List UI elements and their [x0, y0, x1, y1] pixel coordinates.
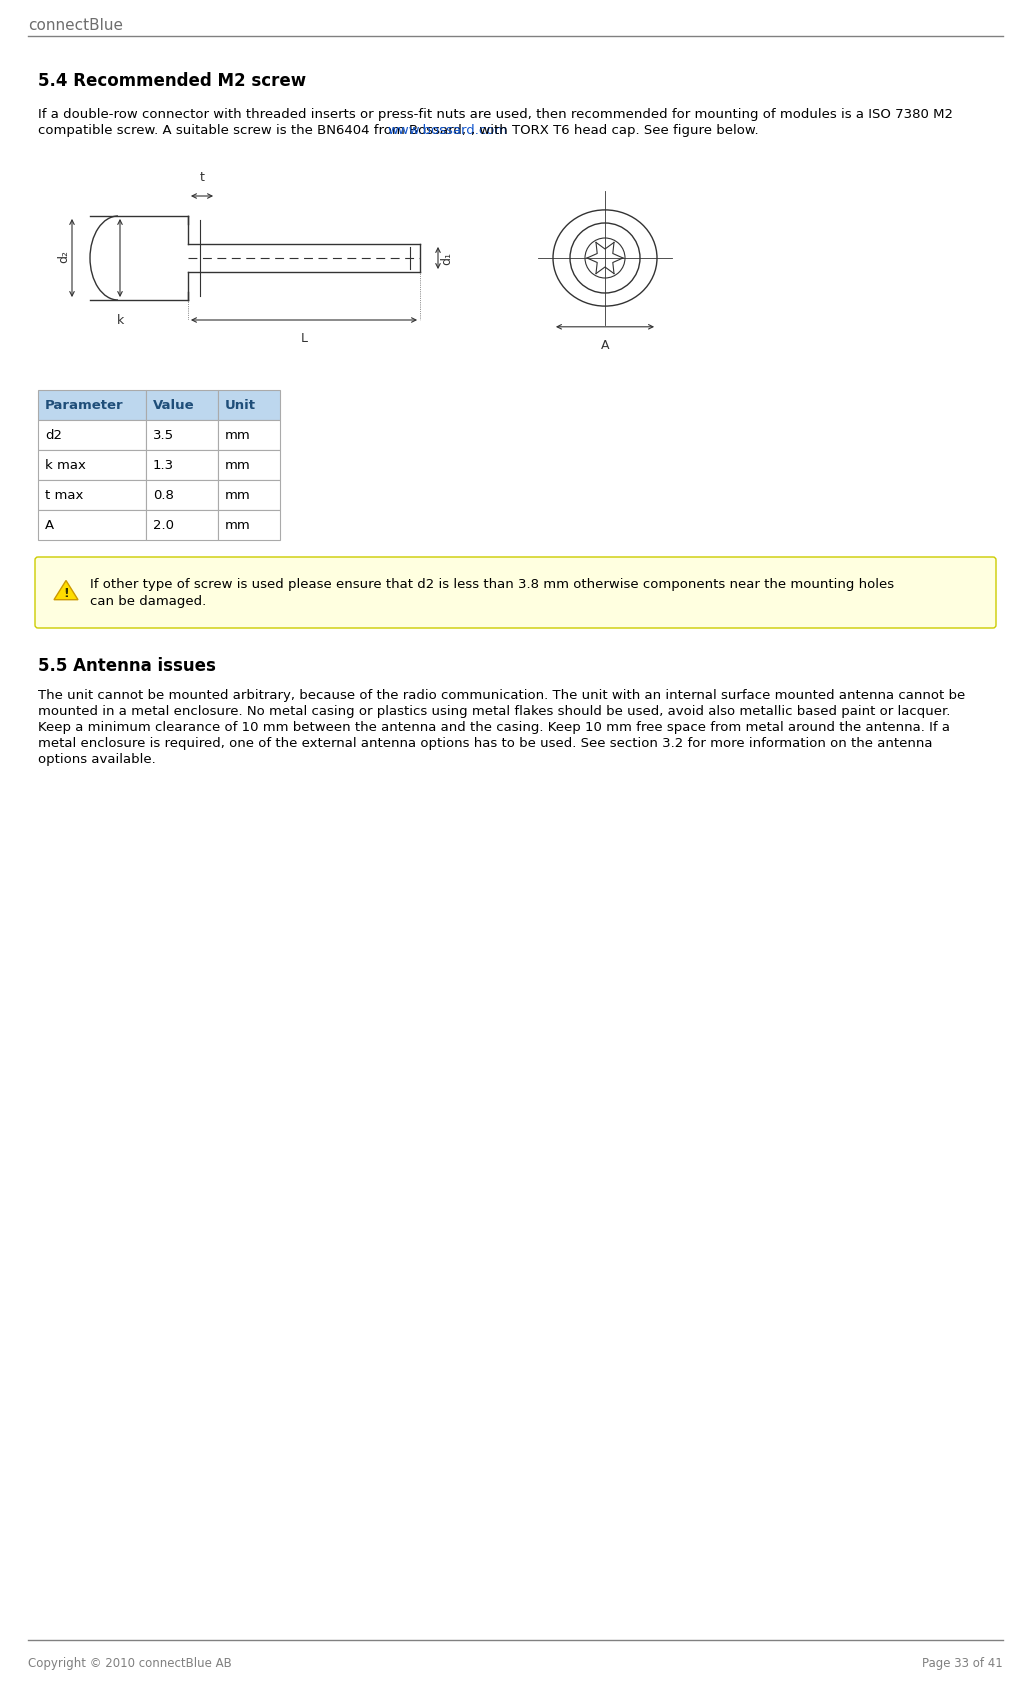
Text: Copyright © 2010 connectBlue AB: Copyright © 2010 connectBlue AB [28, 1656, 232, 1670]
Text: Value: Value [153, 398, 195, 411]
Polygon shape [54, 581, 78, 600]
Bar [218, 389, 280, 420]
Bar [146, 511, 218, 539]
Text: , with TORX T6 head cap. See figure below.: , with TORX T6 head cap. See figure belo… [471, 125, 759, 136]
Text: 1.3: 1.3 [153, 458, 174, 472]
Bar [38, 450, 146, 480]
Text: t max: t max [45, 489, 84, 502]
Text: mm: mm [225, 428, 251, 441]
Text: k max: k max [45, 458, 86, 472]
Bar [218, 480, 280, 511]
Text: 3.5: 3.5 [153, 428, 174, 441]
Bar [38, 480, 146, 511]
Bar [38, 389, 146, 420]
Bar [218, 450, 280, 480]
Text: 0.8: 0.8 [153, 489, 174, 502]
Text: connectBlue: connectBlue [28, 19, 123, 34]
Text: www.bossard.com: www.bossard.com [388, 125, 508, 136]
Text: mm: mm [225, 519, 251, 531]
Text: Parameter: Parameter [45, 398, 124, 411]
Bar [38, 420, 146, 450]
Text: A: A [601, 339, 609, 352]
Text: options available.: options available. [38, 753, 156, 767]
Text: !: ! [63, 586, 69, 600]
Bar [218, 511, 280, 539]
FancyBboxPatch shape [35, 558, 996, 629]
Text: d2: d2 [45, 428, 62, 441]
Bar [38, 511, 146, 539]
Text: Page 33 of 41: Page 33 of 41 [923, 1656, 1003, 1670]
Bar [218, 420, 280, 450]
Text: 5.4 Recommended M2 screw: 5.4 Recommended M2 screw [38, 72, 306, 89]
Text: k: k [117, 313, 124, 327]
Bar [146, 480, 218, 511]
Text: d₂: d₂ [57, 249, 70, 263]
Text: mm: mm [225, 489, 251, 502]
Text: A: A [45, 519, 54, 531]
Text: If other type of screw is used please ensure that d2 is less than 3.8 mm otherwi: If other type of screw is used please en… [90, 578, 894, 591]
Text: t: t [200, 170, 204, 184]
Text: mounted in a metal enclosure. No metal casing or plastics using metal flakes sho: mounted in a metal enclosure. No metal c… [38, 704, 951, 718]
Bar [146, 450, 218, 480]
Text: If a double-row connector with threaded inserts or press-fit nuts are used, then: If a double-row connector with threaded … [38, 108, 953, 121]
Text: 5.5 Antenna issues: 5.5 Antenna issues [38, 657, 215, 676]
Text: d₁: d₁ [440, 251, 453, 265]
Text: The unit cannot be mounted arbitrary, because of the radio communication. The un: The unit cannot be mounted arbitrary, be… [38, 689, 965, 703]
Text: compatible screw. A suitable screw is the BN6404 from Bossard,: compatible screw. A suitable screw is th… [38, 125, 470, 136]
Text: metal enclosure is required, one of the external antenna options has to be used.: metal enclosure is required, one of the … [38, 736, 932, 750]
Text: L: L [300, 332, 307, 345]
Text: Unit: Unit [225, 398, 256, 411]
Text: mm: mm [225, 458, 251, 472]
Bar [146, 389, 218, 420]
Bar [146, 420, 218, 450]
Text: Keep a minimum clearance of 10 mm between the antenna and the casing. Keep 10 mm: Keep a minimum clearance of 10 mm betwee… [38, 721, 950, 735]
Text: 2.0: 2.0 [153, 519, 174, 531]
Text: can be damaged.: can be damaged. [90, 595, 206, 608]
